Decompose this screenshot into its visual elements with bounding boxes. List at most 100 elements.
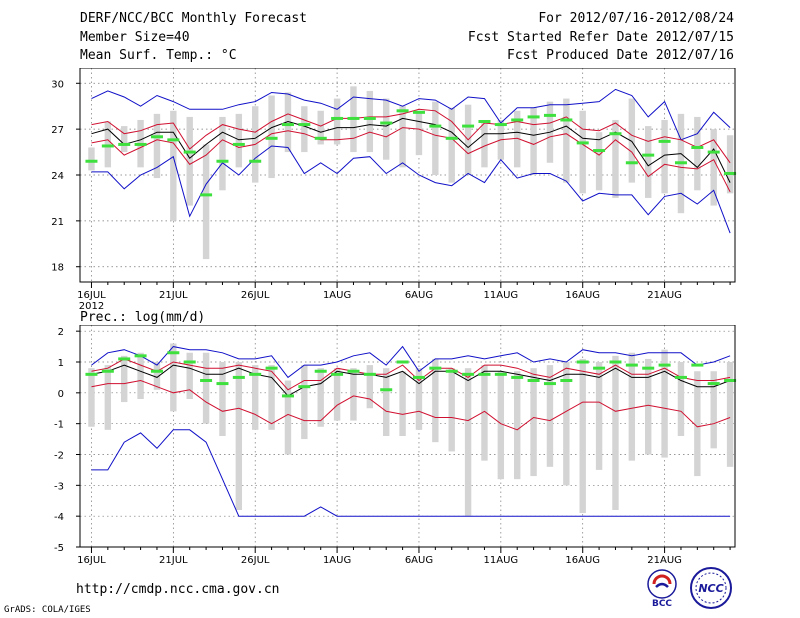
spread-bar-14 — [301, 106, 308, 153]
forecast-marker-38 — [691, 145, 704, 149]
spread-bar-36 — [661, 349, 668, 458]
forecast-marker-26 — [494, 372, 507, 376]
ncc-logo-ring — [690, 567, 732, 609]
forecast-marker-28 — [527, 379, 540, 382]
spread-bar-8 — [202, 144, 210, 260]
forecast-marker-1 — [85, 159, 98, 163]
x-tick-label: 21AUG — [647, 290, 682, 301]
footer-url[interactable]: http://cmdp.ncc.cma.gov.cn — [76, 582, 280, 597]
forecast-marker-7 — [183, 150, 196, 154]
bcc-logo-arc — [652, 574, 672, 585]
spread-bar-7 — [186, 352, 193, 399]
spread-bar-37 — [677, 362, 685, 436]
series-line-mean — [91, 364, 731, 397]
series-line-max — [91, 345, 731, 379]
spread-bar-20 — [399, 106, 406, 168]
spread-bar-21 — [415, 368, 423, 430]
spread-bar-1 — [88, 147, 95, 171]
spread-bar-31 — [579, 358, 586, 514]
spread-bar-15 — [317, 110, 324, 145]
forecast-marker-16 — [331, 372, 344, 376]
y-tick-label: -1 — [54, 420, 64, 431]
temperature-chart: 18 21 24 27 30 16JUL 21JUL 26JUL 1AUG 6AUG 11AUG 16… — [51, 68, 737, 312]
x-tick-label: 16AUG — [565, 555, 600, 565]
forecast-marker-23 — [445, 369, 458, 373]
spread-bar-10 — [235, 113, 243, 168]
forecast-marker-14 — [298, 123, 311, 127]
spread-bar-19 — [383, 98, 390, 160]
forecast-marker-20 — [396, 109, 409, 113]
spread-bar-2 — [104, 365, 112, 430]
x-tick-label: 16JUL — [77, 290, 106, 301]
spread-bar-32 — [595, 362, 603, 470]
x-tick-label: 11AUG — [484, 555, 519, 565]
spread-bar-15 — [317, 368, 324, 427]
forecast-marker-27 — [511, 375, 524, 379]
spread-bar-29 — [546, 365, 554, 467]
forecast-marker-7 — [183, 360, 196, 364]
forecast-marker-29 — [543, 113, 556, 117]
forecast-marker-26 — [494, 123, 507, 127]
series-line-lower — [91, 127, 731, 193]
produced-date-label: Fcst Produced Date 2012/07/16 — [507, 48, 734, 63]
forecast-marker-29 — [543, 382, 556, 386]
spread-bar-16 — [333, 98, 341, 145]
forecast-marker-28 — [527, 115, 540, 119]
forecast-marker-39 — [707, 382, 720, 386]
spread-bar-38 — [694, 116, 701, 191]
spread-bar-16 — [333, 368, 341, 421]
y-tick-label: -5 — [54, 543, 64, 554]
y-tick-label: 30 — [51, 79, 64, 90]
spread-bar-12 — [268, 95, 275, 179]
forecast-marker-18 — [363, 116, 376, 120]
spread-bar-9 — [219, 116, 226, 191]
forecast-marker-22 — [429, 366, 442, 370]
forecast-marker-39 — [707, 150, 720, 154]
spread-bar-17 — [350, 368, 357, 421]
spread-bar-14 — [301, 365, 308, 440]
spread-bar-33 — [612, 119, 619, 198]
spread-bar-5 — [153, 362, 161, 390]
forecast-marker-32 — [593, 149, 606, 153]
spread-bar-31 — [579, 110, 586, 194]
spread-bar-3 — [121, 126, 128, 153]
spread-bar-24 — [464, 368, 472, 517]
spread-bar-22 — [432, 358, 439, 443]
x-tick-label: 6AUG — [405, 555, 433, 565]
forecast-marker-40 — [724, 171, 737, 175]
y-tick-label: 2 — [58, 327, 64, 338]
forecast-marker-5 — [150, 135, 163, 139]
x-tick-label: 1AUG — [323, 555, 351, 565]
forecast-marker-14 — [298, 385, 311, 389]
x-tick-label: 11AUG — [484, 290, 519, 301]
forecast-marker-3 — [118, 142, 131, 146]
forecast-marker-10 — [232, 142, 245, 146]
forecast-marker-17 — [347, 369, 360, 373]
forecast-marker-35 — [642, 366, 655, 370]
forecast-marker-3 — [118, 357, 131, 361]
spread-bar-19 — [383, 368, 390, 436]
member-size-label: Member Size=40 — [80, 30, 190, 45]
spread-bar-35 — [645, 358, 652, 455]
spread-bar-25 — [481, 365, 488, 461]
x-tick-label: 26JUL — [241, 290, 270, 301]
ncc-logo-text: NCC — [698, 582, 723, 595]
spread-bar-28 — [530, 368, 537, 477]
spread-bar-39 — [710, 371, 717, 449]
spread-bar-22 — [432, 101, 439, 175]
spread-bar-2 — [104, 121, 112, 168]
forecast-marker-1 — [85, 372, 98, 376]
forecast-marker-33 — [609, 360, 622, 364]
x-tick-label: 16JUL — [77, 555, 106, 565]
spread-bar-6 — [170, 110, 177, 221]
forecast-marker-12 — [265, 366, 278, 370]
spread-bar-23 — [448, 368, 455, 452]
spread-bar-27 — [514, 371, 521, 480]
spread-bar-23 — [448, 107, 455, 183]
forecast-marker-13 — [281, 394, 294, 398]
forecast-marker-20 — [396, 360, 409, 364]
y-tick-label: -4 — [54, 512, 64, 523]
forecast-marker-15 — [314, 136, 327, 140]
spread-bar-18 — [366, 90, 374, 153]
